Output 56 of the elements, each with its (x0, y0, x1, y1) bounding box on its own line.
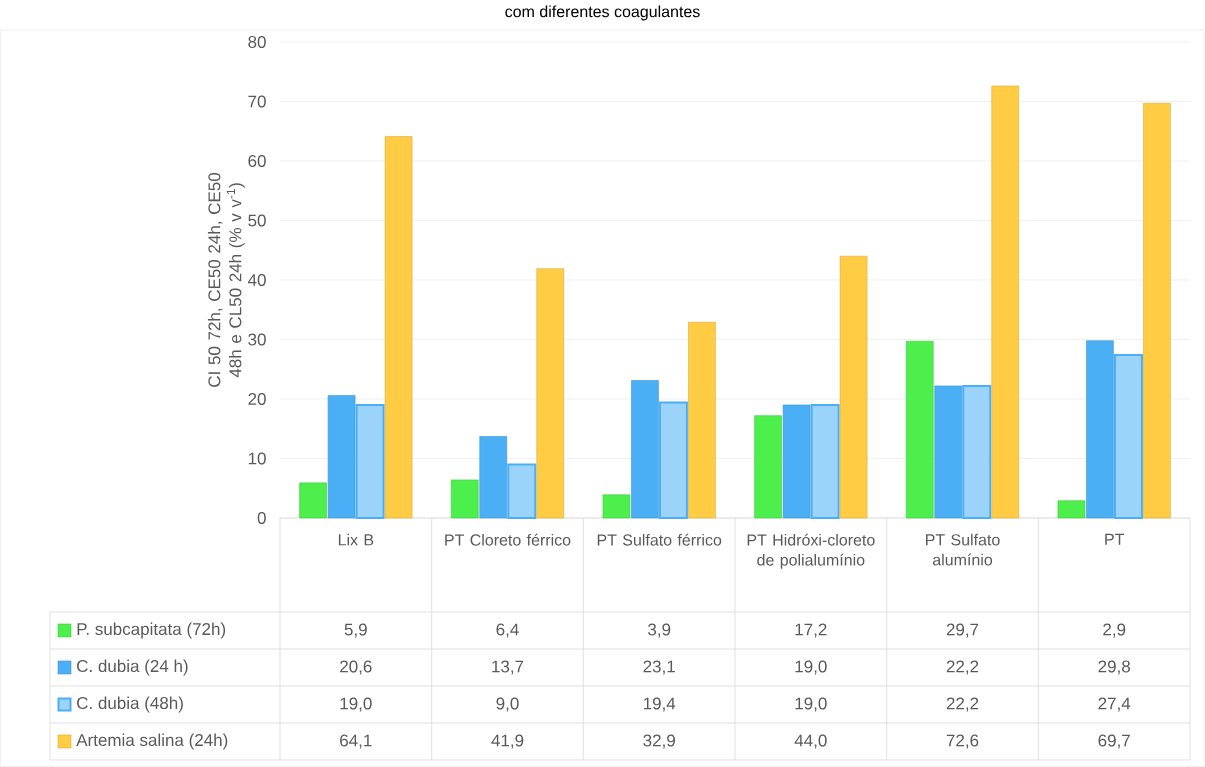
y-tick-label: 0 (257, 511, 266, 525)
data-label: 29,8 (1098, 660, 1131, 675)
data-label: 29,7 (946, 623, 979, 638)
bar (1057, 500, 1086, 519)
data-label: 2,9 (1103, 623, 1126, 638)
data-label: 32,9 (643, 734, 675, 749)
legend-label: C. dubia (48h) (77, 696, 183, 713)
data-label: 6,4 (496, 623, 519, 638)
bar (384, 136, 413, 519)
data-label: 19,4 (643, 697, 676, 712)
data-label: 23,1 (643, 660, 675, 675)
y-tick-label: 50 (248, 214, 266, 227)
y-tick-label: 30 (248, 333, 266, 346)
x-tick-label: PT Sulfato alumínio (926, 533, 1000, 566)
y-tick-label: 70 (248, 95, 266, 108)
bar (905, 340, 934, 519)
bar (754, 415, 782, 519)
y-tick-label: 80 (248, 35, 266, 49)
bar (839, 255, 868, 519)
data-label: 19,0 (340, 697, 372, 712)
y-tick-label: 20 (248, 392, 266, 406)
y-tick-label: 60 (248, 154, 266, 168)
bar (688, 321, 716, 519)
legend-label: Artemia salina (24h) (76, 733, 228, 750)
data-label: 5,9 (344, 623, 367, 638)
data-label: 44,0 (794, 734, 827, 749)
bar (536, 268, 565, 519)
bar (1143, 102, 1171, 519)
data-label: 13,7 (492, 660, 524, 675)
data-label: 69,7 (1098, 734, 1130, 749)
data-label: 17,2 (795, 623, 827, 638)
x-tick-label: PT (1105, 533, 1125, 545)
data-label: 72,6 (946, 734, 979, 749)
chart-title: com diferentes coagulantes (505, 5, 700, 21)
data-label: 27,4 (1098, 697, 1131, 712)
y-tick-label: 40 (247, 273, 266, 287)
x-tick-label: PT Hidróxi-cloreto de polialumínio (747, 533, 875, 569)
x-tick-label: PT Cloreto férrico (445, 533, 571, 546)
x-tick-label: PT Sulfato férrico (597, 533, 722, 546)
legend-label: P. subcapitata (72h) (77, 622, 226, 639)
y-tick-label: 10 (248, 452, 266, 465)
bar (299, 482, 327, 519)
data-label: 41,9 (491, 734, 524, 749)
data-label: 3,9 (648, 623, 671, 638)
x-tick-label: Lix B (338, 533, 374, 546)
data-label: 19,0 (795, 697, 827, 712)
data-label: 22,2 (946, 660, 979, 675)
bar (991, 85, 1020, 519)
data-label: 64,1 (340, 734, 372, 749)
bar (450, 479, 479, 519)
bar (602, 494, 631, 519)
data-label: 9,0 (496, 697, 519, 712)
data-label: 22,2 (946, 697, 979, 712)
data-label: 19,0 (795, 660, 827, 675)
legend-label: C. dubia (24 h) (77, 659, 188, 676)
data-label: 20,6 (340, 660, 372, 675)
